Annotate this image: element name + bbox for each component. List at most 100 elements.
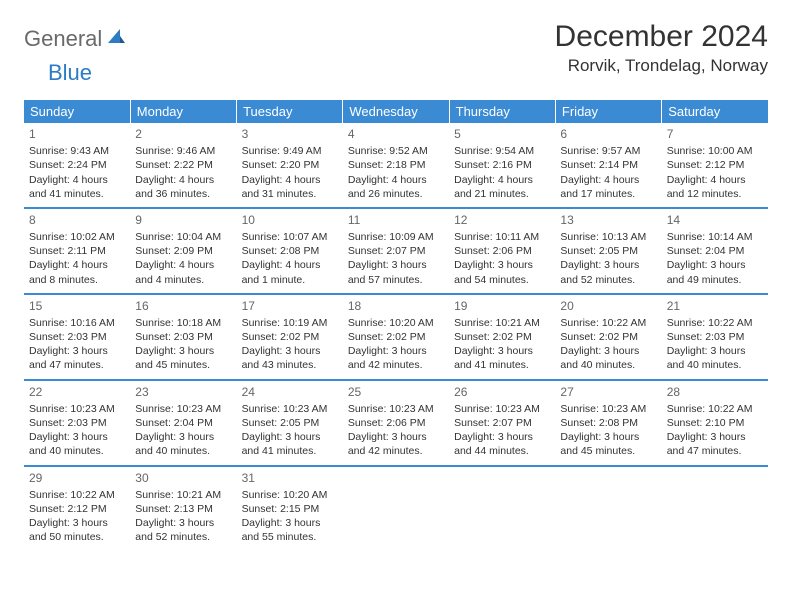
calendar-cell: 25Sunrise: 10:23 AMSunset: 2:06 PMDaylig… [343,380,449,466]
day-number: 29 [29,470,125,486]
calendar-row: 15Sunrise: 10:16 AMSunset: 2:03 PMDaylig… [24,294,768,380]
sunset-line: Sunset: 2:10 PM [667,416,763,430]
sunset-line: Sunset: 2:08 PM [242,244,338,258]
daylight-line: Daylight: 3 hours and 43 minutes. [242,344,338,372]
sunset-line: Sunset: 2:02 PM [348,330,444,344]
day-number: 8 [29,212,125,228]
day-number: 11 [348,212,444,228]
day-number: 5 [454,126,550,142]
day-number: 21 [667,298,763,314]
calendar-cell: 23Sunrise: 10:23 AMSunset: 2:04 PMDaylig… [130,380,236,466]
day-number: 30 [135,470,231,486]
sunrise-line: Sunrise: 10:23 AM [348,402,444,416]
daylight-line: Daylight: 3 hours and 40 minutes. [560,344,656,372]
day-number: 1 [29,126,125,142]
sunset-line: Sunset: 2:11 PM [29,244,125,258]
day-number: 22 [29,384,125,400]
calendar-cell: 2Sunrise: 9:46 AMSunset: 2:22 PMDaylight… [130,123,236,208]
sunset-line: Sunset: 2:13 PM [135,502,231,516]
weekday-header: Tuesday [237,100,343,123]
sunrise-line: Sunrise: 10:20 AM [348,316,444,330]
sunrise-line: Sunrise: 10:07 AM [242,230,338,244]
sunset-line: Sunset: 2:09 PM [135,244,231,258]
sunset-line: Sunset: 2:03 PM [29,330,125,344]
calendar-cell: 3Sunrise: 9:49 AMSunset: 2:20 PMDaylight… [237,123,343,208]
calendar-cell: 8 Sunrise: 10:02 AMSunset: 2:11 PMDayligh… [24,208,130,294]
daylight-line: Daylight: 3 hours and 47 minutes. [667,430,763,458]
sunset-line: Sunset: 2:20 PM [242,158,338,172]
sunrise-line: Sunrise: 10:18 AM [135,316,231,330]
daylight-line: Daylight: 3 hours and 50 minutes. [29,516,125,544]
sunrise-line: Sunrise: 10:20 AM [242,488,338,502]
calendar-cell: 7Sunrise: 10:00 AMSunset: 2:12 PMDayligh… [662,123,768,208]
sunset-line: Sunset: 2:08 PM [560,416,656,430]
sunset-line: Sunset: 2:06 PM [454,244,550,258]
day-number: 20 [560,298,656,314]
sunrise-line: Sunrise: 10:22 AM [667,402,763,416]
calendar-cell: 24Sunrise: 10:23 AMSunset: 2:05 PMDaylig… [237,380,343,466]
calendar-cell: 28Sunrise: 10:22 AMSunset: 2:10 PMDaylig… [662,380,768,466]
location: Rorvik, Trondelag, Norway [555,56,768,76]
day-number: 19 [454,298,550,314]
sunset-line: Sunset: 2:02 PM [242,330,338,344]
day-number: 26 [454,384,550,400]
calendar-cell [662,466,768,551]
sunset-line: Sunset: 2:22 PM [135,158,231,172]
daylight-line: Daylight: 3 hours and 40 minutes. [29,430,125,458]
sunset-line: Sunset: 2:05 PM [560,244,656,258]
calendar-cell: 16Sunrise: 10:18 AMSunset: 2:03 PMDaylig… [130,294,236,380]
calendar-cell: 30 Sunrise: 10:21 AMSunset: 2:13 PMDaylig… [130,466,236,551]
day-number: 10 [242,212,338,228]
daylight-line: Daylight: 3 hours and 41 minutes. [454,344,550,372]
day-number: 12 [454,212,550,228]
sunrise-line: Sunrise: 10:23 AM [454,402,550,416]
sunrise-line: Sunrise: 10:13 AM [560,230,656,244]
calendar-table: Sunday Monday Tuesday Wednesday Thursday… [24,100,768,550]
calendar-cell [555,466,661,551]
daylight-line: Daylight: 4 hours and 17 minutes. [560,173,656,201]
calendar-cell: 19Sunrise: 10:21 AMSunset: 2:02 PMDaylig… [449,294,555,380]
calendar-row: 1Sunrise: 9:43 AMSunset: 2:24 PMDaylight… [24,123,768,208]
sunset-line: Sunset: 2:14 PM [560,158,656,172]
day-number: 3 [242,126,338,142]
sunrise-line: Sunrise: 10:04 AM [135,230,231,244]
sunrise-line: Sunrise: 10:22 AM [29,488,125,502]
daylight-line: Daylight: 3 hours and 45 minutes. [135,344,231,372]
daylight-line: Daylight: 3 hours and 49 minutes. [667,258,763,286]
sunrise-line: Sunrise: 9:43 AM [29,144,125,158]
sunrise-line: Sunrise: 10:11 AM [454,230,550,244]
calendar-cell: 12 Sunrise: 10:11 AMSunset: 2:06 PMDaylig… [449,208,555,294]
day-number: 4 [348,126,444,142]
calendar-row: 29Sunrise: 10:22 AMSunset: 2:12 PMDaylig… [24,466,768,551]
daylight-line: Daylight: 3 hours and 41 minutes. [242,430,338,458]
title-block: December 2024 Rorvik, Trondelag, Norway [555,20,768,76]
daylight-line: Daylight: 4 hours and 12 minutes. [667,173,763,201]
daylight-line: Daylight: 4 hours and 8 minutes. [29,258,125,286]
calendar-cell: 15Sunrise: 10:16 AMSunset: 2:03 PMDaylig… [24,294,130,380]
sunrise-line: Sunrise: 10:23 AM [29,402,125,416]
calendar-cell: 20Sunrise: 10:22 AMSunset: 2:02 PMDaylig… [555,294,661,380]
logo-text-general: General [24,26,102,52]
day-number: 31 [242,470,338,486]
sunrise-line: Sunrise: 10:23 AM [135,402,231,416]
daylight-line: Daylight: 3 hours and 52 minutes. [135,516,231,544]
calendar-cell: 17Sunrise: 10:19 AMSunset: 2:02 PMDaylig… [237,294,343,380]
sunset-line: Sunset: 2:07 PM [454,416,550,430]
sunrise-line: Sunrise: 10:21 AM [135,488,231,502]
calendar-cell: 29Sunrise: 10:22 AMSunset: 2:12 PMDaylig… [24,466,130,551]
day-number: 7 [667,126,763,142]
sunset-line: Sunset: 2:05 PM [242,416,338,430]
daylight-line: Daylight: 3 hours and 54 minutes. [454,258,550,286]
sunrise-line: Sunrise: 10:02 AM [29,230,125,244]
weekday-header: Saturday [662,100,768,123]
calendar-cell: 31Sunrise: 10:20 AMSunset: 2:15 PMDaylig… [237,466,343,551]
day-number: 14 [667,212,763,228]
sunrise-line: Sunrise: 10:00 AM [667,144,763,158]
calendar-row: 8Sunrise: 10:02 AMSunset: 2:11 PMDayligh… [24,208,768,294]
daylight-line: Daylight: 3 hours and 42 minutes. [348,430,444,458]
calendar-cell: 18Sunrise: 10:20 AMSunset: 2:02 PMDaylig… [343,294,449,380]
daylight-line: Daylight: 4 hours and 1 minute. [242,258,338,286]
daylight-line: Daylight: 3 hours and 47 minutes. [29,344,125,372]
day-number: 25 [348,384,444,400]
weekday-header: Wednesday [343,100,449,123]
